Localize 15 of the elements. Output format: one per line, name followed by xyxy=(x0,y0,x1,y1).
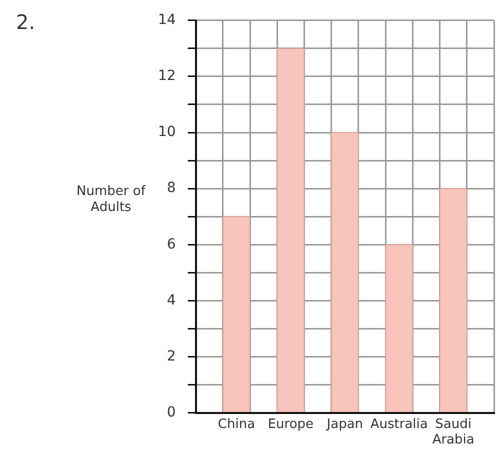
x-tick-label: Japan xyxy=(326,416,364,432)
y-tick-label: 2 xyxy=(166,348,176,364)
y-axis-title: Number of Adults xyxy=(76,184,146,216)
y-tick-label: 4 xyxy=(166,292,176,308)
y-tick-label: 0 xyxy=(166,404,176,420)
y-tick-label: 8 xyxy=(166,180,176,196)
y-tick-label: 10 xyxy=(158,124,176,140)
text: 2. xyxy=(16,10,36,34)
x-tick-label: China xyxy=(218,416,256,432)
x-tick-label: Australia xyxy=(370,416,428,432)
x-tick-label: Saudi Arabia xyxy=(432,416,474,448)
x-tick-label: Europe xyxy=(268,416,314,432)
y-tick-label: 14 xyxy=(158,12,176,28)
y-tick-label: 12 xyxy=(158,68,176,84)
y-tick-label: 6 xyxy=(166,236,176,252)
